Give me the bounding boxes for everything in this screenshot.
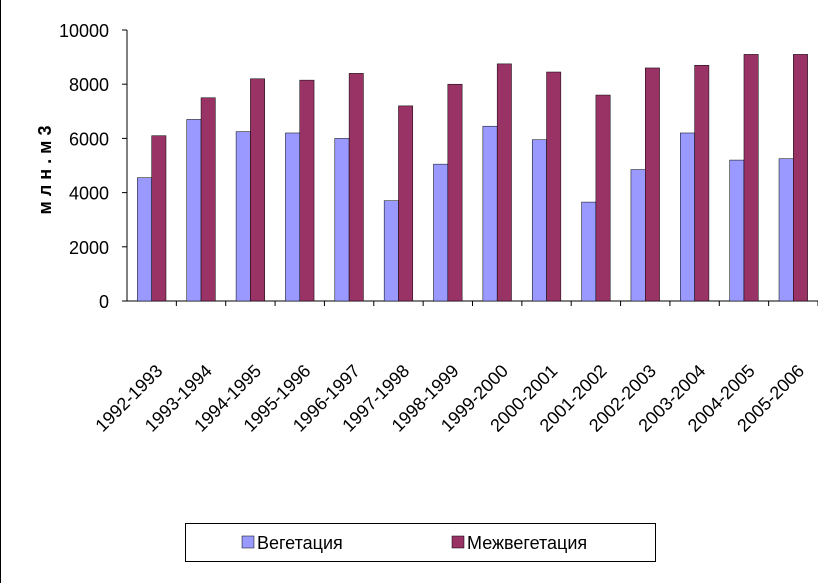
bar: [546, 71, 562, 302]
bar: [581, 201, 597, 302]
y-tick-label: 4000: [69, 184, 109, 204]
bar: [151, 135, 167, 302]
bar: [200, 97, 216, 302]
y-tick-label: 6000: [69, 129, 109, 149]
bar: [729, 159, 745, 302]
bar: [496, 63, 512, 302]
bar: [531, 139, 547, 302]
y-tick-label: 2000: [69, 238, 109, 258]
y-tick-label: 0: [99, 292, 109, 312]
legend-label: Вегетация: [257, 533, 343, 553]
bar: [694, 64, 710, 302]
legend-swatch: [451, 535, 465, 549]
bar: [383, 200, 399, 302]
bar: [645, 67, 660, 302]
bar: [334, 138, 350, 302]
bar: [433, 163, 449, 302]
bar: [137, 177, 152, 302]
bar: [680, 132, 695, 302]
y-axis-label: м л н . м 3: [35, 126, 55, 215]
legend-label: Межвегетация: [467, 533, 587, 553]
bar: [235, 131, 251, 302]
y-tick-label: 8000: [69, 75, 109, 95]
legend-swatch: [241, 535, 255, 549]
bar: [299, 79, 315, 302]
bar: [793, 54, 808, 302]
legend-box: [185, 523, 656, 562]
bar: [348, 73, 364, 302]
bar: [250, 78, 265, 302]
bar: [398, 105, 414, 302]
y-tick-label: 10000: [59, 21, 109, 41]
bar: [285, 132, 301, 302]
bar: [630, 169, 646, 302]
bar: [595, 94, 611, 302]
bar: [482, 125, 498, 302]
bar: [743, 54, 759, 302]
bar: [447, 83, 463, 302]
bar: [778, 158, 794, 302]
bar: [186, 119, 202, 302]
